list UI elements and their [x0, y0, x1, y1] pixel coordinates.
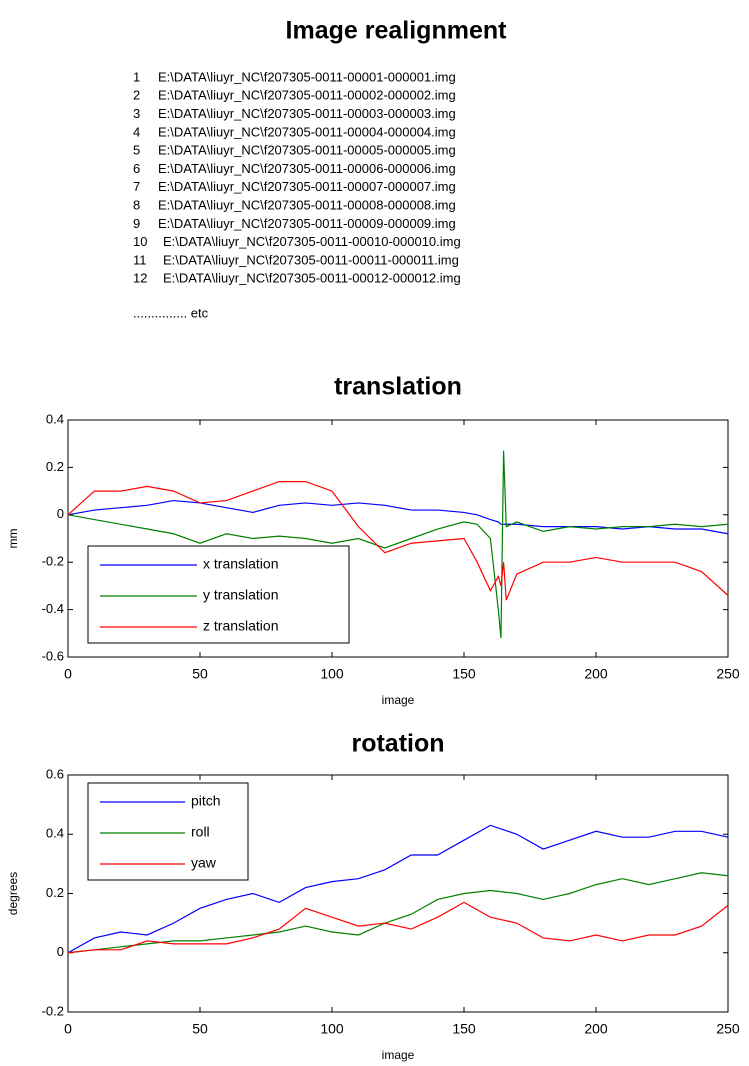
- legend-label: yaw: [191, 855, 217, 871]
- y-tick-label: 0.2: [46, 459, 64, 474]
- file-index: 9: [133, 216, 140, 231]
- y-tick-label: -0.2: [42, 1003, 64, 1018]
- series-line: [67, 481, 729, 601]
- x-tick-label: 200: [584, 666, 608, 682]
- file-index: 12: [133, 271, 147, 286]
- series-line: [67, 901, 729, 954]
- y-tick-label: 0.2: [46, 885, 64, 900]
- legend-label: roll: [191, 824, 210, 840]
- file-index: 2: [133, 88, 140, 103]
- file-path: E:\DATA\liuyr_NC\f207305-0011-00009-0000…: [158, 216, 456, 231]
- series-line: [67, 450, 729, 639]
- file-index: 3: [133, 106, 140, 121]
- legend-label: x translation: [203, 556, 278, 572]
- y-tick-label: -0.4: [42, 601, 64, 616]
- x-tick-label: 0: [64, 1021, 72, 1037]
- x-tick-label: 200: [584, 1021, 608, 1037]
- x-tick-label: 250: [716, 1021, 740, 1037]
- x-axis-label: image: [382, 693, 415, 707]
- y-tick-label: -0.6: [42, 648, 64, 663]
- x-tick-label: 150: [452, 666, 476, 682]
- file-path: E:\DATA\liuyr_NC\f207305-0011-00006-0000…: [158, 161, 456, 176]
- x-tick-label: 0: [64, 666, 72, 682]
- file-index: 8: [133, 198, 140, 213]
- x-axis-label: image: [382, 1048, 415, 1062]
- x-tick-label: 150: [452, 1021, 476, 1037]
- file-path: E:\DATA\liuyr_NC\f207305-0011-00008-0000…: [158, 198, 456, 213]
- figure-title: Image realignment: [286, 17, 508, 45]
- file-index: 6: [133, 161, 140, 176]
- file-path: E:\DATA\liuyr_NC\f207305-0011-00003-0000…: [158, 106, 456, 121]
- chart-title: rotation: [351, 730, 444, 758]
- file-path: E:\DATA\liuyr_NC\f207305-0011-00012-0000…: [163, 271, 461, 286]
- legend-label: y translation: [203, 587, 278, 603]
- y-tick-label: -0.2: [42, 554, 64, 569]
- y-axis-label: degrees: [6, 872, 20, 915]
- y-tick-label: 0.6: [46, 766, 64, 781]
- file-etc: ............... etc: [133, 305, 209, 320]
- x-tick-label: 100: [320, 666, 344, 682]
- file-index: 10: [133, 234, 147, 249]
- file-path: E:\DATA\liuyr_NC\f207305-0011-00011-0000…: [163, 252, 459, 267]
- file-path: E:\DATA\liuyr_NC\f207305-0011-00004-0000…: [158, 124, 456, 139]
- file-path: E:\DATA\liuyr_NC\f207305-0011-00010-0000…: [163, 234, 461, 249]
- legend-box: [87, 782, 249, 881]
- file-path: E:\DATA\liuyr_NC\f207305-0011-00005-0000…: [158, 143, 456, 158]
- series-line: [67, 872, 729, 954]
- legend-label: z translation: [203, 618, 278, 634]
- x-tick-label: 250: [716, 666, 740, 682]
- chart-title: translation: [334, 373, 462, 401]
- legend-label: pitch: [191, 793, 221, 809]
- y-tick-label: 0: [57, 506, 64, 521]
- x-tick-label: 50: [192, 1021, 208, 1037]
- y-tick-label: 0.4: [46, 826, 64, 841]
- y-tick-label: 0: [57, 944, 64, 959]
- file-index: 11: [133, 252, 147, 267]
- file-index: 7: [133, 179, 140, 194]
- file-index: 1: [133, 69, 140, 84]
- x-tick-label: 100: [320, 1021, 344, 1037]
- series-line: [67, 824, 729, 954]
- y-tick-label: 0.4: [46, 411, 64, 426]
- file-index: 4: [133, 124, 140, 139]
- x-tick-label: 50: [192, 666, 208, 682]
- y-axis-label: mm: [6, 529, 20, 549]
- file-index: 5: [133, 143, 140, 158]
- file-path: E:\DATA\liuyr_NC\f207305-0011-00007-0000…: [158, 179, 456, 194]
- file-path: E:\DATA\liuyr_NC\f207305-0011-00002-0000…: [158, 88, 456, 103]
- file-path: E:\DATA\liuyr_NC\f207305-0011-00001-0000…: [158, 69, 456, 84]
